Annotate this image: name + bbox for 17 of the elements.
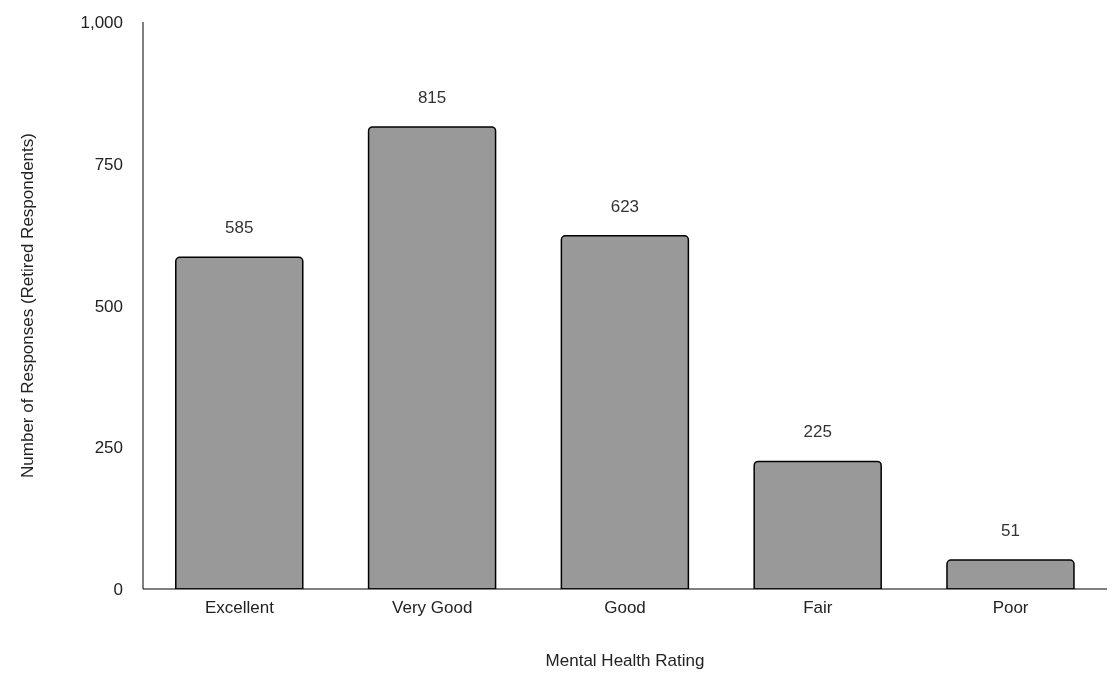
x-tick-label: Poor bbox=[992, 598, 1029, 618]
data-label: 815 bbox=[417, 87, 447, 107]
y-tick-label: 500 bbox=[94, 296, 123, 316]
data-label: 51 bbox=[1001, 521, 1020, 541]
y-axis-title: Number of Responses (Retired Respondents) bbox=[18, 133, 38, 478]
x-axis-title: Mental Health Rating bbox=[545, 651, 705, 670]
data-label: 623 bbox=[610, 196, 640, 216]
y-tick-label: 750 bbox=[94, 154, 123, 174]
y-tick-label: 1,000 bbox=[80, 13, 123, 33]
x-tick-label: Good bbox=[604, 598, 646, 618]
x-tick-label: Excellent bbox=[204, 598, 275, 618]
x-tick-label: Very Good bbox=[392, 598, 473, 618]
x-tick-label: Fair bbox=[803, 598, 833, 618]
data-label: 225 bbox=[803, 422, 832, 442]
y-tick-label: 250 bbox=[94, 438, 123, 458]
data-label: 585 bbox=[225, 218, 254, 238]
y-tick-label: 0 bbox=[113, 580, 123, 600]
